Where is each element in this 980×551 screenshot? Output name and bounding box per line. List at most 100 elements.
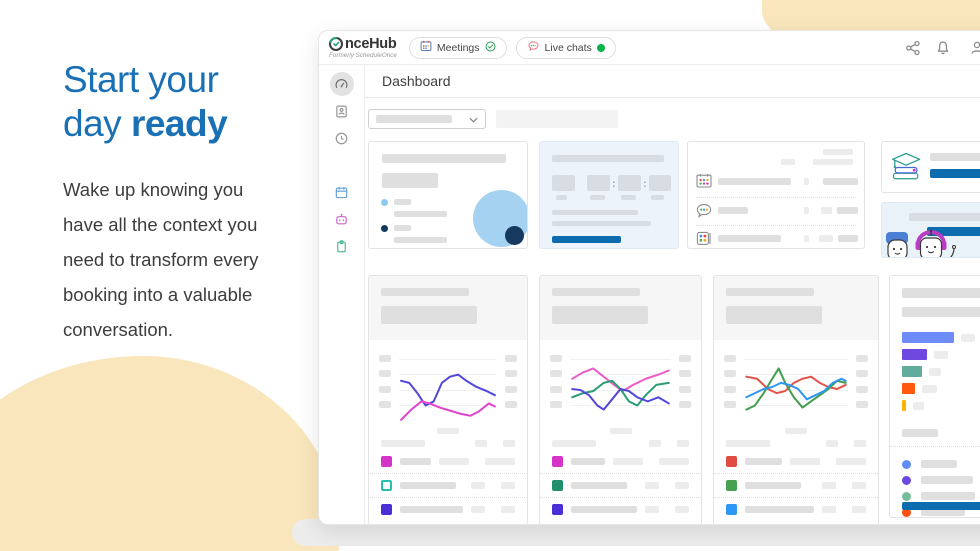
- countdown-block: [649, 175, 671, 191]
- product-switcher: Meetings Live chats: [408, 36, 616, 59]
- skeleton-bar: [921, 460, 957, 468]
- legend-swatch: [552, 455, 563, 467]
- share-icon[interactable]: [905, 40, 921, 61]
- category-bar: [902, 349, 927, 360]
- skeleton-bar: [381, 288, 469, 296]
- legend-table: [714, 449, 878, 521]
- graduation-cap-icon: [889, 150, 925, 189]
- background-blob-bottom-left: [0, 356, 340, 551]
- skeleton-bar: [613, 457, 643, 465]
- skeleton-bar: [836, 457, 866, 465]
- skeleton-bar: [854, 440, 866, 447]
- chart-gridline: [399, 374, 497, 376]
- category-bar-row: [902, 329, 980, 346]
- skeleton-bar: [590, 195, 605, 200]
- live-chats-pill-label: Live chats: [544, 41, 592, 54]
- primary-action-bar[interactable]: [552, 236, 621, 243]
- skeleton-bar: [439, 457, 469, 465]
- sidebar-item-chatbot[interactable]: [330, 207, 354, 231]
- sidebar-item-history[interactable]: [330, 126, 354, 150]
- axis-tick-skeleton: [505, 400, 517, 408]
- axis-tick-skeleton: [505, 370, 517, 378]
- promo-action-bar[interactable]: [927, 227, 980, 236]
- legend-swatch: [552, 480, 563, 491]
- sidebar-item-forms[interactable]: [330, 234, 354, 258]
- sidebar-item-contacts[interactable]: [330, 99, 354, 123]
- category-bar-row: [902, 363, 980, 380]
- skeleton-bar: [501, 482, 515, 489]
- legend-swatch: [552, 504, 563, 515]
- notifications-bell-icon[interactable]: [935, 40, 951, 61]
- axis-tick-skeleton: [550, 355, 562, 363]
- chevron-down-icon: [469, 110, 478, 128]
- skeleton-bar: [675, 482, 689, 489]
- skeleton-bar: [804, 235, 809, 242]
- dashboard-filter-select[interactable]: [368, 109, 486, 129]
- section-divider: [890, 446, 980, 447]
- skeleton-bar: [552, 440, 596, 447]
- legend-dot: [902, 507, 911, 517]
- skeleton-bar: [503, 440, 515, 447]
- learning-link-bar[interactable]: [930, 169, 980, 178]
- skeleton-bar: [552, 221, 651, 226]
- skeleton-bar: [571, 457, 605, 465]
- meetings-pill[interactable]: Meetings: [408, 36, 507, 59]
- skeleton-bar: [929, 367, 941, 376]
- chart-gridline: [570, 404, 671, 406]
- legend-value-columns: [645, 482, 689, 489]
- legend-swatch: [726, 455, 737, 467]
- countdown-block: [618, 175, 641, 191]
- skeleton-bar: [921, 492, 975, 500]
- hero-heading: Start your day ready: [63, 59, 228, 144]
- skeleton-bar: [726, 440, 770, 447]
- legend-row: [714, 473, 878, 497]
- sidebar: [319, 65, 365, 524]
- countdown-block: [587, 175, 610, 191]
- countdown-widget-card: : :: [539, 141, 679, 249]
- skeleton-bar: [400, 482, 456, 489]
- donut-chart-slice: [505, 226, 524, 245]
- axis-tick-skeleton: [724, 355, 736, 363]
- apps-grid-color-icon: [696, 231, 712, 248]
- hero-paragraph: Wake up knowing you have all the context…: [63, 179, 259, 340]
- axis-label-skeleton: [437, 428, 459, 434]
- page-header: Dashboard: [365, 65, 980, 98]
- app-window: nceHub Formerly ScheduleOnce Meetings: [318, 30, 980, 525]
- chart-gridline: [570, 374, 671, 376]
- series-indigo: [572, 389, 669, 410]
- skeleton-bar: [821, 207, 832, 214]
- legend-row: [540, 473, 701, 497]
- chart-gridline: [570, 359, 671, 361]
- series-blue: [746, 379, 845, 400]
- report-card-3: [713, 275, 879, 524]
- live-chats-pill[interactable]: Live chats: [515, 36, 616, 59]
- line-chart: [724, 350, 868, 426]
- skeleton-bar: [571, 482, 627, 489]
- account-icon[interactable]: [969, 40, 980, 61]
- legend-dot-light-blue: [381, 199, 388, 206]
- online-status-dot: [596, 43, 605, 52]
- legend-row: [540, 497, 701, 521]
- calendar-icon: [420, 40, 432, 55]
- axis-tick-skeleton: [679, 370, 691, 378]
- category-bar-row: [902, 380, 980, 397]
- skeleton-bar: [552, 210, 638, 215]
- skeleton-bar: [394, 225, 411, 231]
- legend-value-columns: [645, 506, 689, 513]
- skeleton-bar: [838, 235, 858, 242]
- axis-tick-skeleton: [679, 355, 691, 363]
- category-bar: [902, 332, 954, 343]
- legend-dot-row: [902, 456, 980, 472]
- skeleton-bar: [394, 211, 447, 217]
- filter-row: [368, 109, 980, 129]
- chart-gridline: [744, 359, 848, 361]
- sidebar-item-calendar[interactable]: [330, 180, 354, 204]
- legend-value-columns: [822, 482, 866, 489]
- countdown-separator: :: [612, 178, 616, 190]
- skeleton-bar: [659, 457, 689, 465]
- skeleton-bar: [902, 429, 938, 437]
- category-bar-chart: [902, 329, 980, 414]
- report-action-bar[interactable]: [902, 502, 980, 510]
- skeleton-bar: [930, 153, 980, 161]
- sidebar-item-dashboard[interactable]: [329, 72, 354, 96]
